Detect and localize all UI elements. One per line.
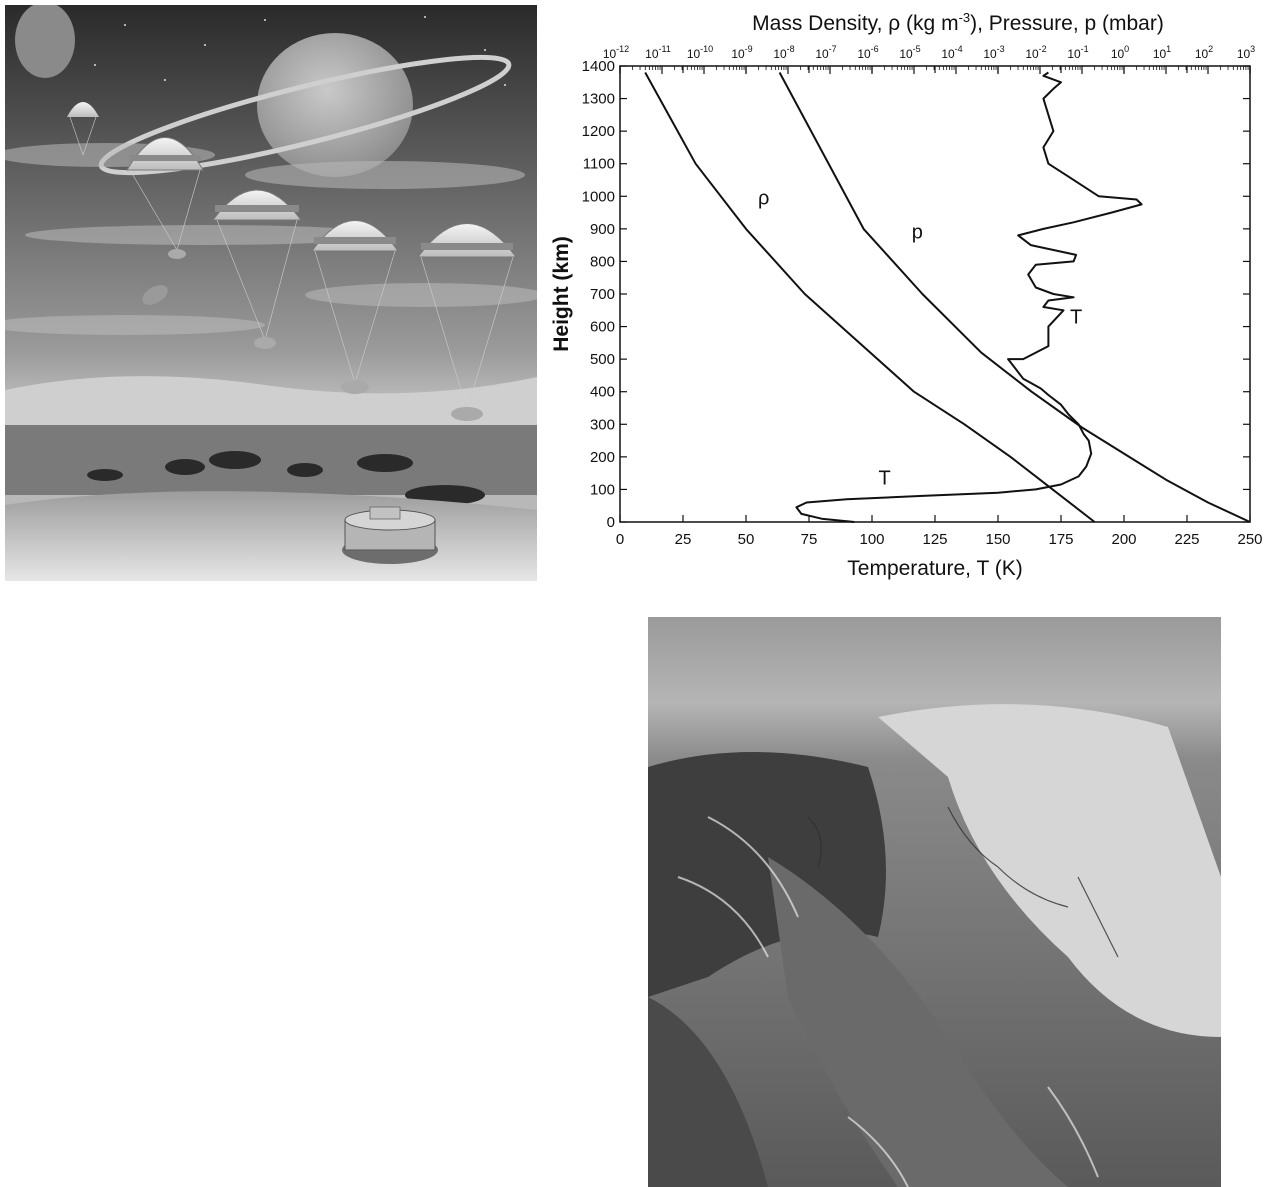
series-line-temperature (795, 71, 1143, 523)
plot-frame (619, 65, 1251, 523)
surface-aerial-image (648, 617, 1221, 1187)
y-tick-label: 0 (607, 514, 615, 531)
atmosphere-profile-chart: Mass Density, ρ (kg m-3), Pressure, p (m… (540, 0, 1276, 600)
bright-highland (878, 704, 1221, 1037)
y-tick-label: 900 (590, 221, 615, 238)
lake (5, 425, 537, 495)
y-tick-label: 300 (590, 416, 615, 433)
top-tick-label: 10-7 (815, 44, 836, 61)
x-tick-label: 75 (801, 531, 818, 548)
orbiter (15, 5, 75, 78)
top-tick-label: 10-11 (645, 44, 671, 61)
chart-title-exponent: -3 (959, 10, 971, 25)
x-tick-label: 250 (1237, 531, 1262, 548)
top-tick-label: 10-4 (941, 44, 962, 61)
top-tick-label: 10-9 (731, 44, 752, 61)
chart-svg: Mass Density, ρ (kg m-3), Pressure, p (m… (550, 10, 1263, 580)
top-axis: 10-12 10-11 10-10 10-9 10-8 10-7 10-6 10-5 10-4 1… (603, 44, 1255, 74)
surface-aerial-art (648, 617, 1221, 1187)
x-tick-label: 150 (985, 531, 1010, 548)
top-tick-label: 10-1 (1067, 44, 1088, 61)
y-tick-label: 700 (590, 286, 615, 303)
dark-ridge (648, 752, 886, 997)
top-tick-label: 102 (1195, 44, 1213, 61)
descent-illustration-art (5, 5, 537, 581)
y-tick-label: 200 (590, 449, 615, 466)
parachute-2 (126, 137, 204, 259)
series-annotation: T (1070, 306, 1082, 328)
x-tick-label: 50 (738, 531, 755, 548)
top-tick-label: 10-2 (1025, 44, 1046, 61)
dark-plain (768, 857, 1068, 1187)
ringed-planet (257, 33, 413, 177)
annotation-layer: ρ p T T (758, 187, 1082, 489)
y-axis-label-visible: Height (km) (550, 236, 573, 352)
heat-shield (142, 285, 168, 305)
series-annotation: ρ (758, 187, 769, 209)
chart-title: Mass Density, ρ (kg m-3), Pressure, p (m… (752, 10, 1164, 35)
mountain-ridge (5, 376, 537, 435)
series-layer (644, 71, 1251, 523)
y-tick-label: 600 (590, 319, 615, 336)
chart-title-part-1: Mass Density, ρ (kg m (752, 12, 958, 35)
parachute-4 (311, 220, 399, 394)
series-line-log-density (644, 72, 1096, 523)
x-tick-label: 200 (1111, 531, 1136, 548)
bright-streaks (677, 816, 1099, 1187)
snow-field (5, 491, 537, 581)
top-tick-label: 101 (1153, 44, 1171, 61)
drainage-channels (807, 806, 1119, 958)
x-tick-label: 0 (616, 531, 624, 548)
x-tick-label: 125 (922, 531, 947, 548)
y-tick-label: 1300 (582, 91, 615, 108)
y-tick-label: 1200 (582, 123, 615, 140)
x-tick-label: 175 (1048, 531, 1073, 548)
top-tick-label: 10-3 (983, 44, 1004, 61)
top-tick-label: 10-5 (899, 44, 920, 61)
top-tick-label: 100 (1111, 44, 1129, 61)
top-tick-label: 10-10 (687, 44, 713, 61)
series-line-log-pressure (778, 72, 1251, 523)
chart-title-part-2: ), Pressure, p (mbar) (970, 12, 1164, 35)
top-tick-label: 10-8 (773, 44, 794, 61)
y-tick-label: 1100 (583, 156, 615, 173)
parachute-5 (417, 223, 517, 421)
rocks (87, 451, 485, 505)
x-tick-label: 25 (675, 531, 692, 548)
y-tick-label: 100 (590, 481, 615, 498)
descent-illustration (5, 5, 537, 581)
stars (94, 16, 506, 86)
y-tick-label: 1000 (582, 188, 615, 205)
series-annotation: p (912, 222, 923, 244)
x-axis-label: Temperature, T (K) (847, 557, 1022, 580)
top-tick-label: 10-12 (603, 44, 629, 61)
lander-probe (342, 506, 438, 564)
series-annotation: T (878, 468, 890, 490)
top-tick-label: 103 (1237, 44, 1255, 61)
x-tick-label: 100 (859, 531, 884, 548)
y-tick-label: 400 (590, 384, 615, 401)
y-tick-label: 500 (590, 351, 615, 368)
dark-lowland (648, 997, 768, 1187)
y-tick-label: 1400 (582, 58, 615, 75)
left-axis: 0 100 200 300 400 500 600 700 800 900 1000 1100 1200… (582, 58, 1250, 531)
top-tick-label: 10-6 (857, 44, 878, 61)
parachute-1 (67, 102, 99, 156)
bottom-axis: 0 25 50 75 100 125 150 175 200 225 250 (616, 66, 1263, 548)
y-tick-label: 800 (590, 253, 615, 270)
x-tick-label: 225 (1174, 531, 1199, 548)
parachute-3 (212, 189, 302, 349)
